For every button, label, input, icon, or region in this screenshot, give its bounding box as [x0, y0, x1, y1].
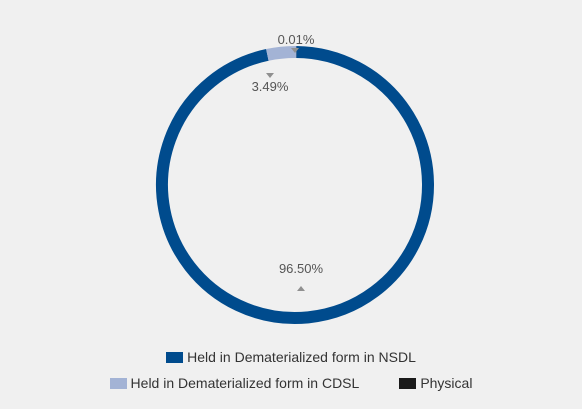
legend-row-2: Held in Dematerialized form in CDSL Phys…: [0, 375, 582, 391]
slice-nsdl: [156, 46, 434, 324]
legend-swatch-physical: [399, 377, 417, 389]
legend-item-nsdl: Held in Dematerialized form in NSDL: [166, 349, 416, 365]
marker-physical: [291, 48, 299, 53]
marker-nsdl: [297, 286, 305, 291]
legend-swatch-cdsl: [109, 377, 127, 389]
legend-item-cdsl: Held in Dematerialized form in CDSL: [109, 375, 360, 391]
data-label-cdsl: 3.49%: [251, 79, 289, 94]
legend-row-1: Held in Dematerialized form in NSDL: [0, 349, 582, 365]
legend-label-physical: Physical: [420, 375, 473, 391]
data-label-physical: 0.01%: [277, 32, 315, 47]
legend-label-nsdl: Held in Dematerialized form in NSDL: [187, 349, 416, 365]
marker-cdsl: [266, 73, 274, 78]
data-label-nsdl: 96.50%: [278, 261, 324, 276]
legend-label-cdsl: Held in Dematerialized form in CDSL: [130, 375, 360, 391]
legend-item-physical: Physical: [399, 375, 472, 391]
slice-cdsl: [266, 46, 297, 61]
legend-swatch-nsdl: [166, 351, 184, 363]
